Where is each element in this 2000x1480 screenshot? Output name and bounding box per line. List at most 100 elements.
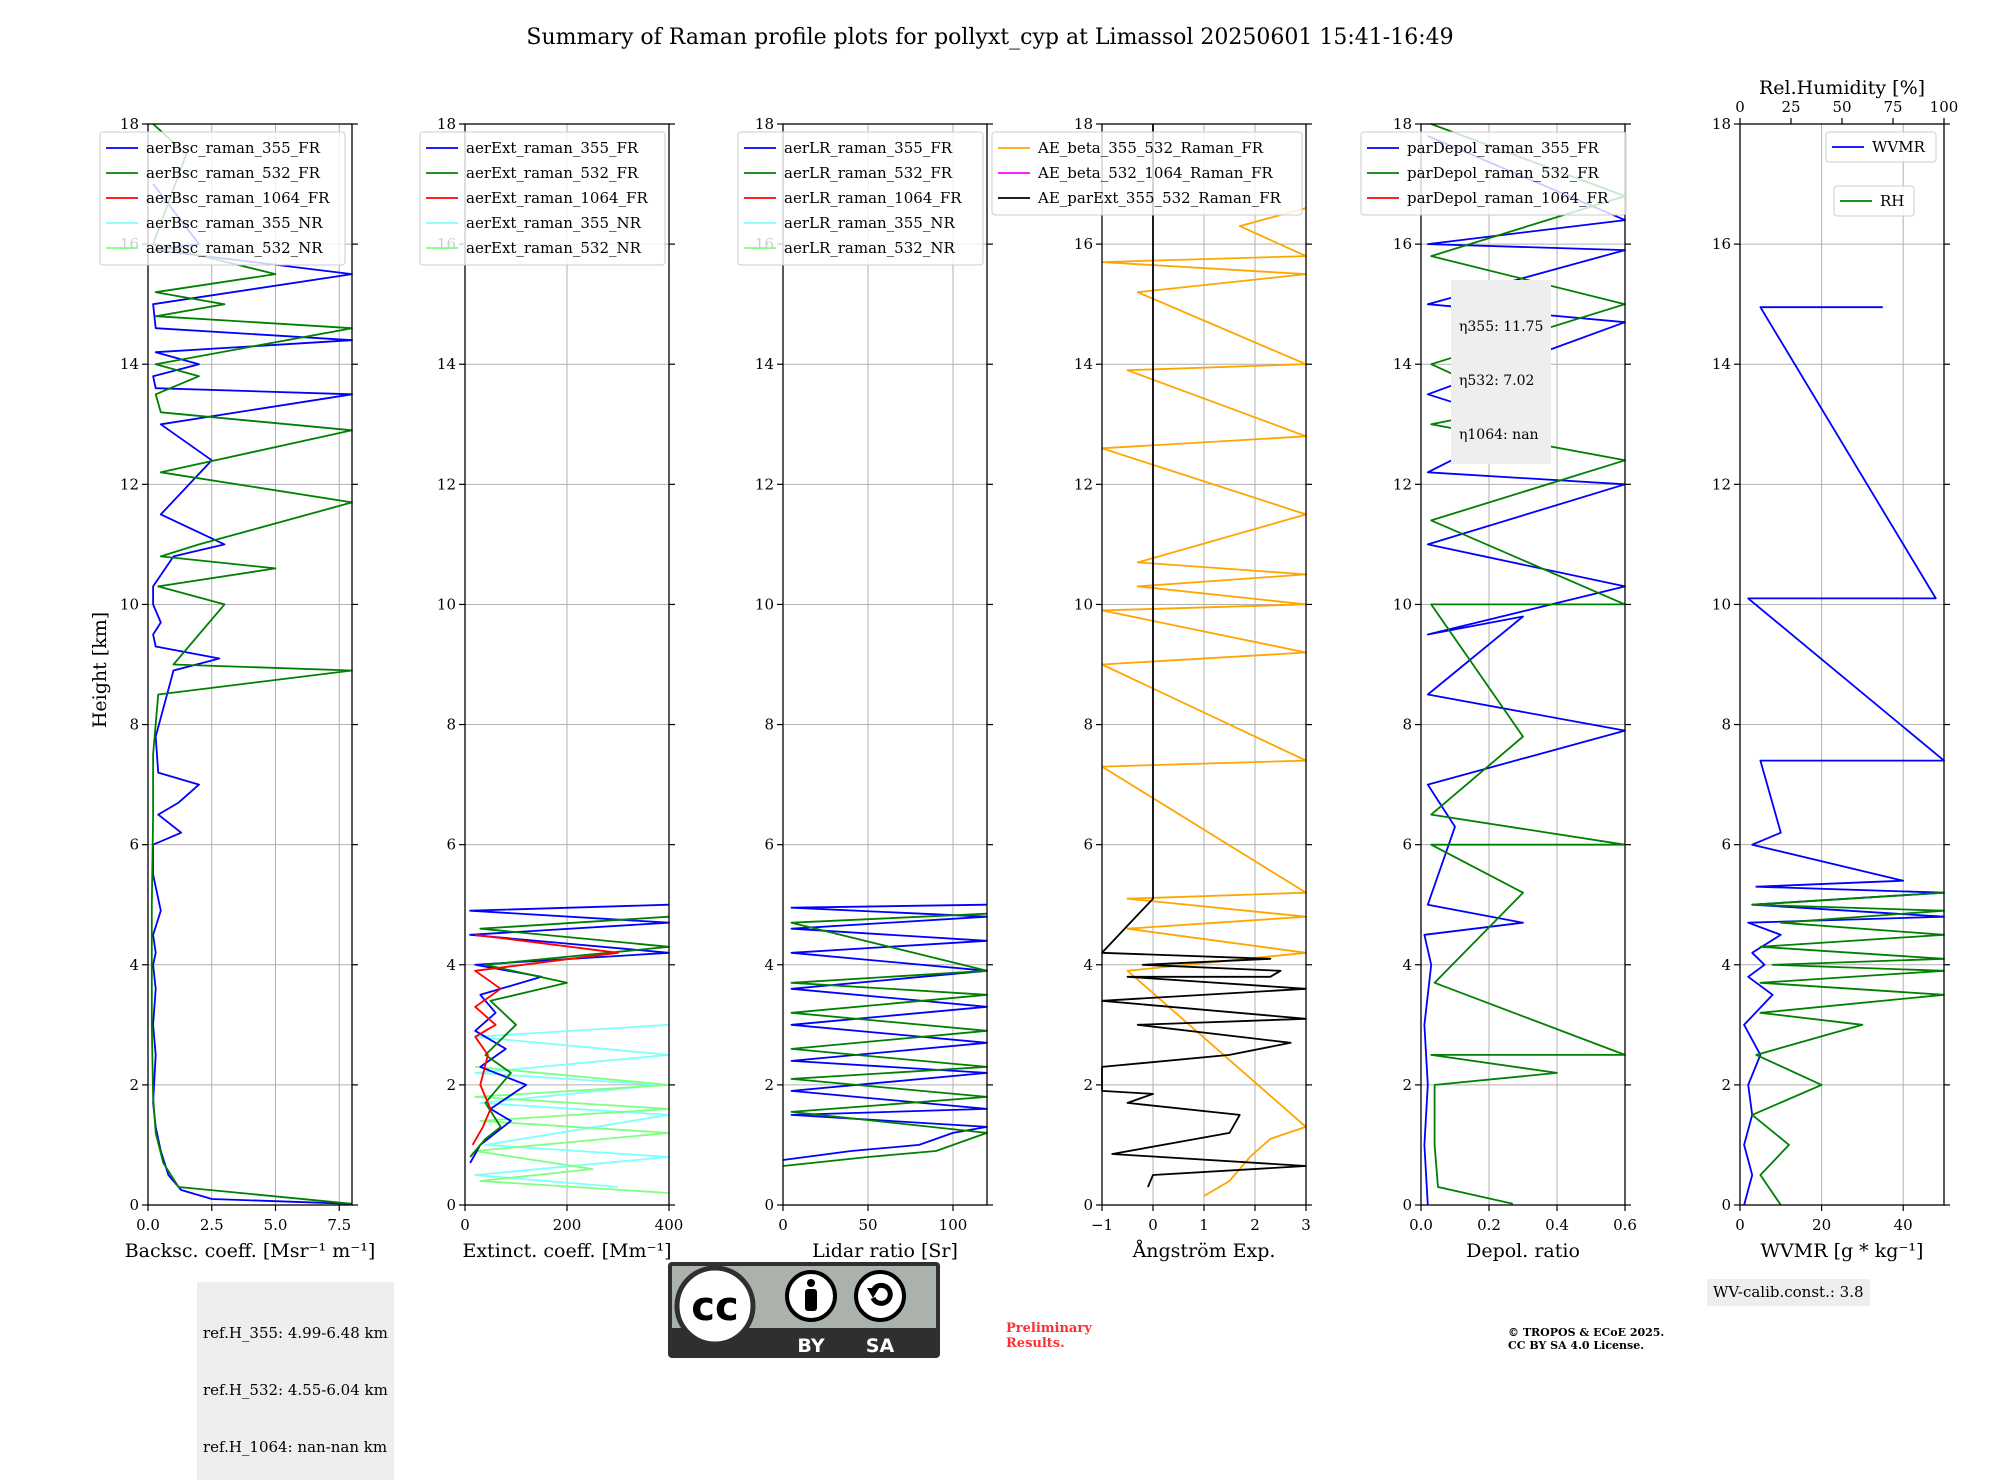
legend-label: AE_beta_355_532_Raman_FR — [1037, 139, 1264, 157]
y-tick-label: 10 — [755, 595, 774, 613]
legend-box — [991, 131, 1303, 216]
copyright-line-2: CC BY SA 4.0 License. — [1508, 1339, 1645, 1352]
series-WVMR — [1743, 306, 1945, 1206]
y-tick-label: 2 — [446, 1076, 456, 1094]
y-tick-label: 10 — [1393, 595, 1412, 613]
figure-title: Summary of Raman profile plots for polly… — [526, 25, 1453, 50]
copyright-line-1: © TROPOS & ECoE 2025. — [1508, 1326, 1665, 1339]
legend: AE_beta_355_532_Raman_FR AE_beta_532_1064… — [991, 131, 1303, 216]
ref-height-355: ref.H_355: 4.99-6.48 km — [203, 1324, 388, 1342]
x-tick-label: 0.2 — [1477, 1216, 1501, 1234]
y-tick-label: 6 — [129, 836, 139, 854]
series-aerExt_raman_1064_FR — [471, 933, 619, 1146]
preliminary-note: Preliminary Results. — [1006, 1321, 1092, 1351]
x-axis-label: WVMR [g * kg⁻¹] — [1761, 1240, 1924, 1262]
y-tick-label: 4 — [1083, 956, 1093, 974]
y-tick-label: 6 — [764, 836, 774, 854]
y-tick-label: 0 — [1402, 1196, 1412, 1214]
top-x-tick-label: 75 — [1883, 98, 1902, 116]
y-tick-label: 6 — [1402, 836, 1412, 854]
legend-label: aerExt_raman_1064_FR — [466, 189, 648, 207]
series-aerExt_raman_532_FR — [469, 915, 670, 1158]
x-tick-label: 50 — [858, 1216, 877, 1234]
y-tick-label: 6 — [1721, 836, 1731, 854]
y-tick-label: 12 — [755, 475, 774, 493]
axes-frame — [147, 123, 353, 1206]
y-tick-label: 10 — [437, 595, 456, 613]
y-tick-label: 0 — [1083, 1196, 1093, 1214]
y-tick-label: 18 — [1712, 115, 1731, 133]
top-x-tick-label: 100 — [1930, 98, 1959, 116]
ref-height-1064: ref.H_1064: nan-nan km — [203, 1438, 388, 1456]
y-tick-label: 8 — [1402, 716, 1412, 734]
y-tick-label: 8 — [446, 716, 456, 734]
reference-height-box: ref.H_355: 4.99-6.48 km ref.H_532: 4.55-… — [197, 1282, 394, 1480]
cc-logo-text: cc — [691, 1284, 738, 1330]
y-tick-label: 10 — [120, 595, 139, 613]
x-axis-label: Ångström Exp. — [1132, 1240, 1276, 1262]
legend-label: aerLR_raman_355_FR — [784, 139, 953, 157]
legend-label: aerExt_raman_355_FR — [466, 139, 639, 157]
y-tick-label: 10 — [1712, 595, 1731, 613]
y-tick-label: 8 — [129, 716, 139, 734]
eta-box: η355: 11.75 η532: 7.02 η1064: nan — [1451, 280, 1552, 464]
eta-355: η355: 11.75 — [1459, 319, 1544, 335]
legend-box — [1360, 131, 1627, 216]
top-x-tick-label: 25 — [1781, 98, 1800, 116]
y-tick-label: 12 — [120, 475, 139, 493]
top-x-tick-label: 50 — [1832, 98, 1851, 116]
x-tick-label: 400 — [655, 1216, 684, 1234]
y-tick-label: 18 — [120, 115, 139, 133]
y-tick-label: 18 — [1393, 115, 1412, 133]
series-aerBsc_raman_532_FR — [150, 123, 353, 1205]
y-tick-label: 2 — [1402, 1076, 1412, 1094]
legend: aerBsc_raman_355_FR aerBsc_raman_532_FRae… — [99, 131, 346, 266]
x-tick-label: 7.5 — [327, 1216, 351, 1234]
y-tick-label: 16 — [1712, 235, 1731, 253]
series-AE_parExt_355_532_Raman_FR — [1101, 124, 1307, 1188]
y-tick-label: 12 — [1712, 475, 1731, 493]
legend-label: aerBsc_raman_532_NR — [146, 239, 323, 257]
legend-label: parDepol_raman_1064_FR — [1407, 189, 1609, 207]
x-axis-label: Extinct. coeff. [Mm⁻¹] — [462, 1240, 671, 1262]
y-tick-label: 14 — [1074, 355, 1093, 373]
license-by-label: BY — [797, 1335, 824, 1357]
legend-label: aerExt_raman_532_FR — [466, 164, 639, 182]
legend-box — [419, 131, 666, 266]
y-tick-label: 8 — [1083, 716, 1093, 734]
x-tick-label: 3 — [1301, 1216, 1311, 1234]
y-tick-label: 8 — [764, 716, 774, 734]
y-tick-label: 0 — [1721, 1196, 1731, 1214]
wv-calibration-box: WV-calib.const.: 3.8 — [1707, 1279, 1870, 1306]
y-tick-label: 12 — [1074, 475, 1093, 493]
x-tick-label: 0.0 — [1409, 1216, 1433, 1234]
preliminary-line-1: Preliminary — [1006, 1321, 1092, 1336]
panel-wv: 0 20 40 0 2 4 6 8 10 12 14 16 18 WVMR [g * kg⁻¹] 0 25 50… — [1712, 77, 1958, 1262]
legend-label: aerLR_raman_532_FR — [784, 164, 953, 182]
y-tick-label: 16 — [1393, 235, 1412, 253]
x-tick-label: 200 — [553, 1216, 582, 1234]
legend-box — [1825, 131, 1937, 163]
x-tick-label: 0 — [778, 1216, 788, 1234]
legend-label: aerBsc_raman_532_FR — [146, 164, 321, 182]
y-tick-label: 0 — [129, 1196, 139, 1214]
figure: Summary of Raman profile plots for polly… — [89, 25, 1958, 1358]
x-tick-label: 1 — [1199, 1216, 1209, 1234]
y-tick-label: 0 — [446, 1196, 456, 1214]
x-tick-label: 0 — [460, 1216, 470, 1234]
series-RH — [1751, 891, 1945, 1206]
legend-label: WVMR — [1872, 138, 1926, 156]
x-axis-label: Depol. ratio — [1466, 1240, 1580, 1262]
x-tick-label: 0 — [1735, 1216, 1745, 1234]
panel-ext: 0200400024681012141618Extinct. coeff. [M… — [419, 115, 684, 1262]
top-x-tick-label: 0 — [1735, 98, 1745, 116]
x-tick-label: 2.5 — [200, 1216, 224, 1234]
y-tick-label: 4 — [129, 956, 139, 974]
x-tick-label: 100 — [939, 1216, 968, 1234]
y-tick-label: 14 — [755, 355, 774, 373]
y-tick-label: 8 — [1721, 716, 1731, 734]
x-tick-label: 2 — [1250, 1216, 1260, 1234]
height-axis-label: Height [km] — [89, 612, 111, 728]
legend: parDepol_raman_355_FR parDepol_raman_532_… — [1360, 131, 1627, 216]
y-tick-label: 18 — [437, 115, 456, 133]
